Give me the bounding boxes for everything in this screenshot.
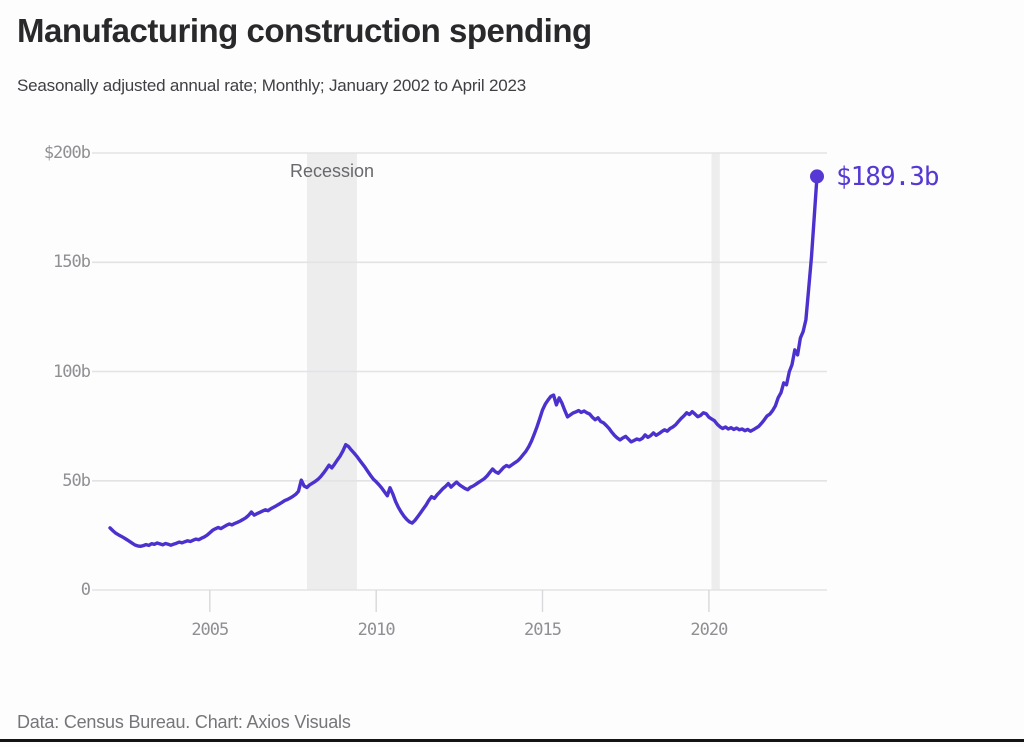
end-value-label: $189.3b bbox=[836, 162, 940, 192]
y-axis-label: $200b bbox=[43, 143, 91, 163]
y-axis-label: 50b bbox=[62, 470, 91, 491]
y-axis-label: 150b bbox=[53, 252, 91, 273]
y-axis-label: 0 bbox=[80, 580, 91, 600]
y-axis-label: 100b bbox=[53, 361, 91, 382]
source-credit: Data: Census Bureau. Chart: Axios Visual… bbox=[17, 712, 351, 732]
chart-subtitle: Seasonally adjusted annual rate; Monthly… bbox=[17, 76, 527, 95]
x-axis-label: 2015 bbox=[524, 620, 562, 640]
chart-title: Manufacturing construction spending bbox=[17, 12, 592, 49]
x-axis-label: 2020 bbox=[690, 620, 728, 640]
x-axis-label: 2010 bbox=[357, 620, 396, 640]
recession-annotation: Recession bbox=[289, 161, 375, 181]
bottom-divider bbox=[0, 739, 1024, 742]
x-axis-label: 2005 bbox=[191, 620, 229, 640]
series-line bbox=[108, 174, 819, 548]
end-dot bbox=[810, 169, 824, 184]
